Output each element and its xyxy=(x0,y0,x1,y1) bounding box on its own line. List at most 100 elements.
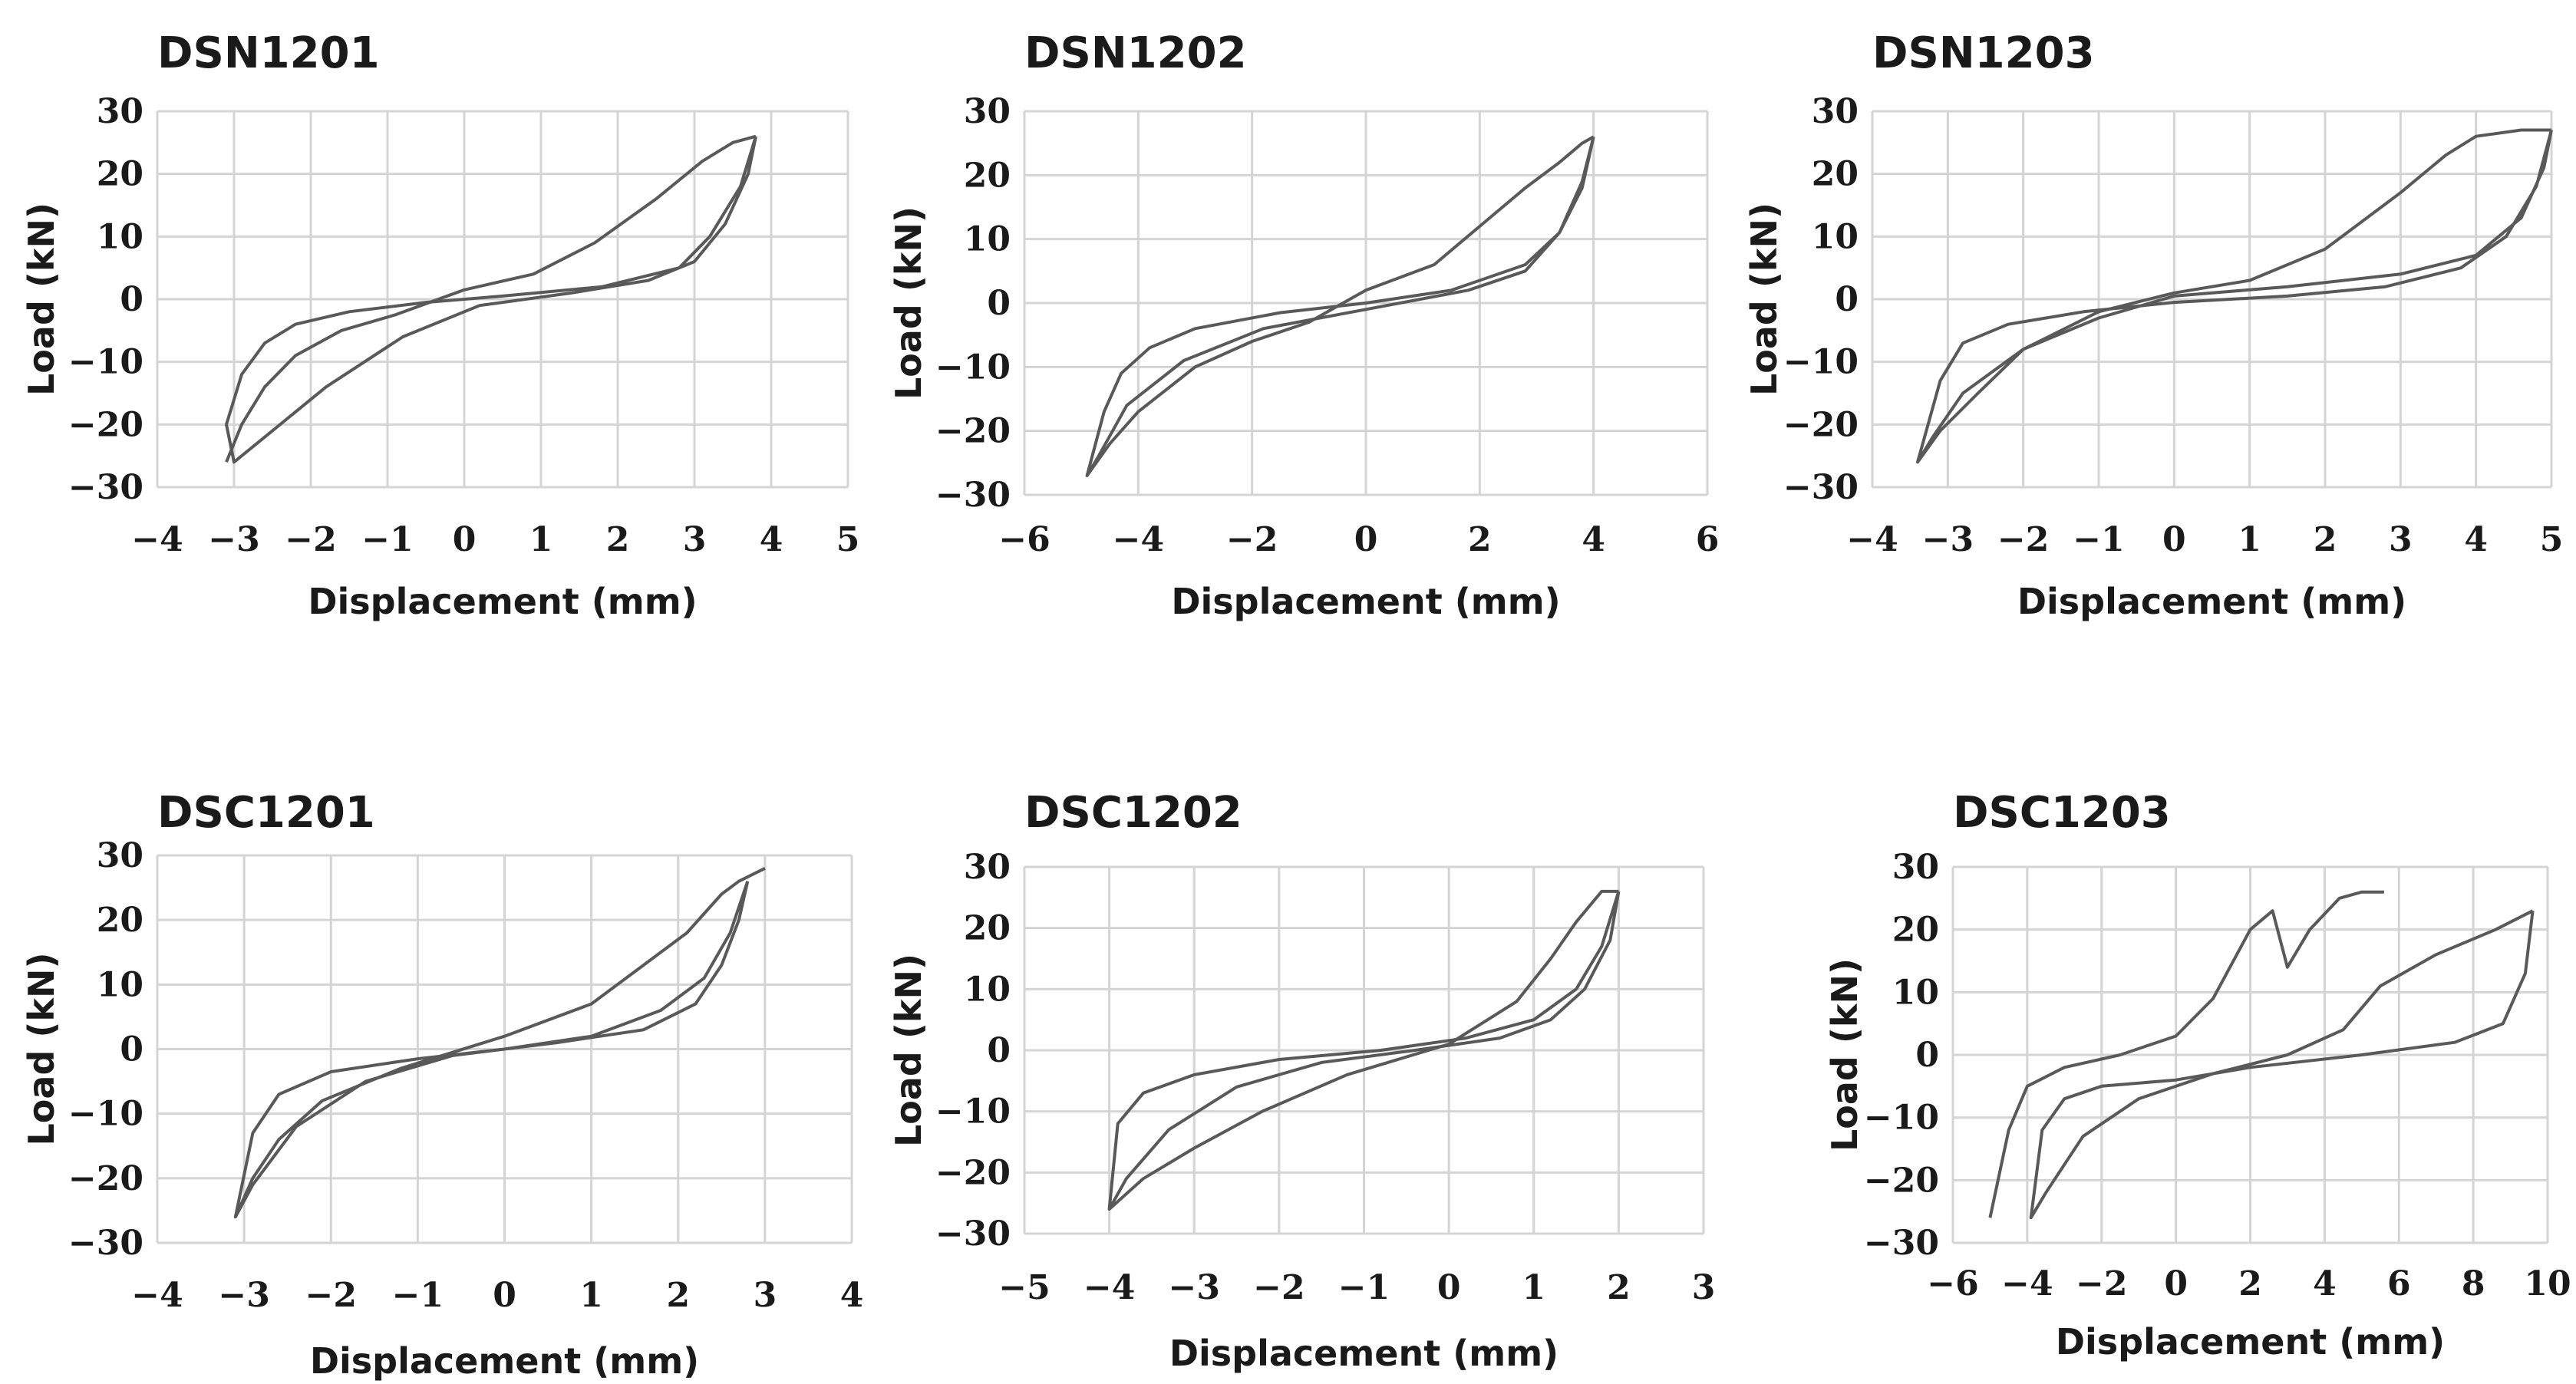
chart-5-xtick-6: 1 xyxy=(1522,1268,1545,1307)
chart-5-title: DSC1202 xyxy=(1024,788,1242,838)
chart-4-xtick-0: −4 xyxy=(131,1276,183,1315)
chart-2-ytick-3: 0 xyxy=(987,284,1011,323)
chart-4-ytick-3: 0 xyxy=(120,1030,143,1069)
chart-1-xtick-5: 1 xyxy=(529,520,553,559)
chart-3-xtick-1: −3 xyxy=(1922,520,1974,559)
chart-5-xtick-7: 2 xyxy=(1607,1268,1631,1307)
chart-6-ytick-1: 20 xyxy=(1892,911,1939,950)
chart-2-ylabel: Load (kN) xyxy=(888,206,929,400)
chart-1-ytick-2: 10 xyxy=(97,217,143,256)
chart-5-ytick-1: 20 xyxy=(964,909,1011,948)
chart-2-xlabel: Displacement (mm) xyxy=(1171,581,1560,622)
chart-1-xtick-6: 2 xyxy=(606,520,630,559)
chart-5-ytick-0: 30 xyxy=(964,848,1011,887)
chart-2-xtick-6: 6 xyxy=(1696,520,1720,559)
chart-5-ylabel: Load (kN) xyxy=(888,954,929,1147)
chart-2-xtick-2: −2 xyxy=(1226,520,1278,559)
chart-3-xtick-7: 3 xyxy=(2389,520,2413,559)
chart-5-ytick-3: 0 xyxy=(987,1031,1011,1070)
chart-3-ytick-4: −10 xyxy=(1783,343,1859,382)
chart-6-series-1 xyxy=(2029,909,2535,1220)
chart-5-series-1 xyxy=(1107,891,1621,1211)
chart-2-xtick-3: 0 xyxy=(1354,520,1378,559)
chart-1-xtick-2: −2 xyxy=(285,520,336,559)
chart-1-xlabel: Displacement (mm) xyxy=(308,581,697,622)
chart-4-ytick-0: 30 xyxy=(97,836,143,875)
chart-3-ytick-3: 0 xyxy=(1835,280,1859,319)
chart-1-series-1 xyxy=(225,136,757,464)
chart-2-series-1 xyxy=(1085,136,1595,477)
chart-4-xtick-6: 2 xyxy=(666,1276,690,1315)
chart-4-ylabel: Load (kN) xyxy=(21,952,62,1145)
chart-2-xtick-5: 4 xyxy=(1582,520,1605,559)
chart-5-ytick-4: −10 xyxy=(935,1092,1011,1132)
chart-1-xtick-9: 5 xyxy=(836,520,860,559)
chart-6-ytick-6: −30 xyxy=(1864,1224,1939,1263)
chart-5-xtick-4: −1 xyxy=(1338,1268,1390,1307)
chart-6-xlabel: Displacement (mm) xyxy=(2056,1321,2445,1363)
chart-1-ytick-6: −30 xyxy=(68,468,143,507)
chart-3-xtick-6: 2 xyxy=(2314,520,2337,559)
chart-2-xtick-1: −4 xyxy=(1113,520,1164,559)
chart-5-xtick-0: −5 xyxy=(998,1268,1050,1307)
chart-1-series-0 xyxy=(225,134,757,463)
chart-3-xtick-0: −4 xyxy=(1846,520,1898,559)
chart-3-ytick-1: 20 xyxy=(1812,155,1859,194)
chart-4-xtick-5: 1 xyxy=(579,1276,603,1315)
chart-1-ytick-4: −10 xyxy=(68,343,143,382)
chart-1-xtick-4: 0 xyxy=(453,520,477,559)
chart-3-xtick-3: −1 xyxy=(2073,520,2124,559)
chart-4-series-0 xyxy=(233,867,766,1218)
chart-1-xtick-1: −3 xyxy=(208,520,259,559)
chart-1-xtick-7: 3 xyxy=(683,520,707,559)
chart-1-ytick-1: 20 xyxy=(97,155,143,194)
chart-5-xtick-3: −2 xyxy=(1253,1268,1304,1307)
chart-6-ytick-5: −20 xyxy=(1864,1161,1939,1200)
chart-5-xtick-1: −4 xyxy=(1084,1268,1135,1307)
chart-6-title: DSC1203 xyxy=(1953,788,2171,838)
chart-3-ytick-2: 10 xyxy=(1812,217,1859,256)
chart-2-xtick-4: 2 xyxy=(1468,520,1492,559)
chart-3-title: DSN1203 xyxy=(1872,28,2095,78)
chart-1-ylabel: Load (kN) xyxy=(21,203,62,396)
chart-6-xtick-5: 4 xyxy=(2313,1264,2337,1303)
chart-6-xtick-4: 2 xyxy=(2238,1264,2262,1303)
chart-1-ytick-5: −20 xyxy=(68,405,143,444)
chart-6-series-0 xyxy=(1988,890,2384,1218)
chart-5-ytick-5: −20 xyxy=(935,1153,1011,1192)
chart-5-xtick-5: 0 xyxy=(1437,1268,1461,1307)
chart-3-xtick-5: 1 xyxy=(2238,520,2261,559)
chart-6-ytick-0: 30 xyxy=(1892,848,1939,887)
chart-6-xtick-8: 10 xyxy=(2524,1264,2571,1303)
chart-2-ytick-2: 10 xyxy=(964,220,1011,259)
chart-5-xtick-2: −3 xyxy=(1169,1268,1220,1307)
chart-6-ytick-3: 0 xyxy=(1915,1036,1939,1075)
chart-1-ytick-0: 30 xyxy=(97,92,143,131)
chart-6-ytick-4: −10 xyxy=(1864,1099,1939,1138)
chart-4-xtick-4: 0 xyxy=(493,1276,516,1315)
chart-4-xtick-3: −1 xyxy=(392,1276,444,1315)
chart-4-ytick-6: −30 xyxy=(68,1224,143,1263)
chart-2-ytick-4: −10 xyxy=(935,348,1011,387)
chart-6-xtick-1: −4 xyxy=(2001,1264,2053,1303)
chart-6-xtick-6: 6 xyxy=(2387,1264,2411,1303)
chart-4-title: DSC1201 xyxy=(157,788,375,838)
chart-3-xtick-9: 5 xyxy=(2540,520,2564,559)
chart-3-ylabel: Load (kN) xyxy=(1743,203,1785,396)
chart-6-xtick-0: −6 xyxy=(1927,1264,1978,1303)
chart-2-ytick-0: 30 xyxy=(964,92,1011,131)
chart-3-xtick-8: 4 xyxy=(2464,520,2488,559)
chart-4-series-1 xyxy=(233,881,750,1219)
chart-2-ytick-1: 20 xyxy=(964,156,1011,195)
chart-3-series-0 xyxy=(1916,128,2551,463)
chart-5-ytick-6: −30 xyxy=(935,1214,1011,1254)
chart-1-ytick-3: 0 xyxy=(120,280,143,319)
chart-5-ytick-2: 10 xyxy=(964,970,1011,1009)
chart-6-ylabel: Load (kN) xyxy=(1824,958,1865,1152)
chart-2-series-0 xyxy=(1085,135,1595,477)
chart-3-xlabel: Displacement (mm) xyxy=(2017,581,2406,622)
chart-6-ytick-2: 10 xyxy=(1892,973,1939,1012)
chart-6-xtick-2: −2 xyxy=(2076,1264,2127,1303)
chart-2-xtick-0: −6 xyxy=(998,520,1050,559)
